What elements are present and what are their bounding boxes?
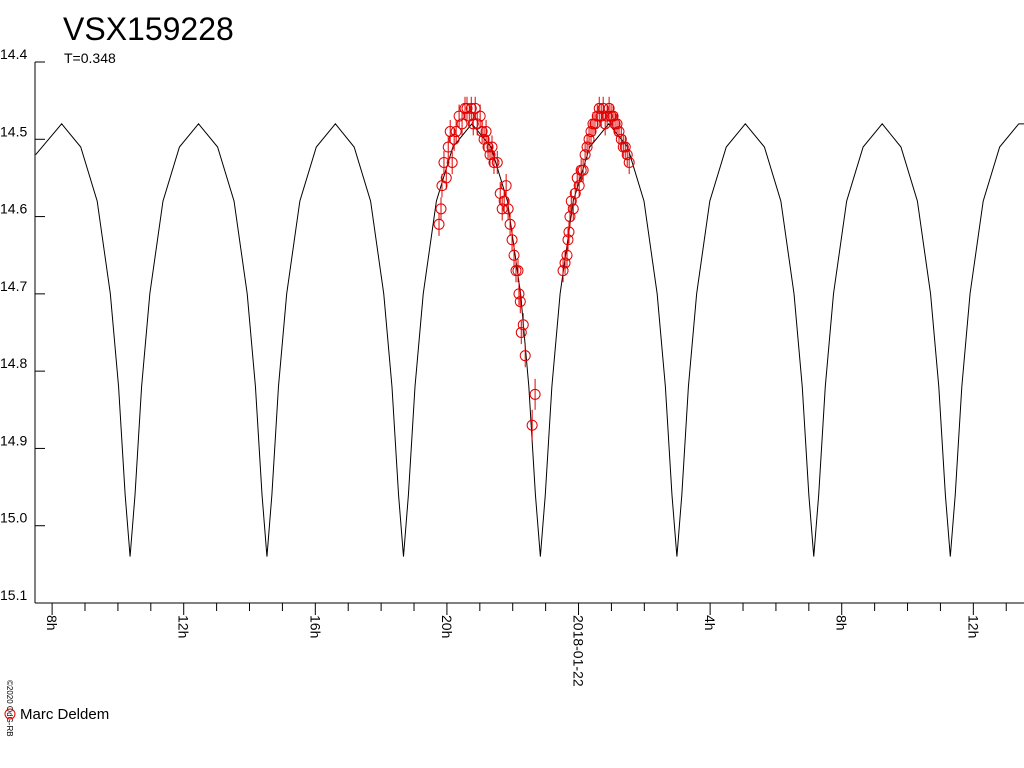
observation [448, 133, 460, 145]
observation [480, 126, 492, 138]
legend-marker [4, 708, 16, 720]
observation [476, 126, 488, 138]
observation [508, 249, 520, 261]
y-tick-label: 14.6 [0, 201, 27, 217]
observation [559, 257, 571, 269]
legend-label: Marc Deldem [20, 706, 109, 723]
observation [491, 156, 503, 168]
y-tick-label: 14.9 [0, 432, 27, 448]
observation [577, 164, 589, 176]
observation [517, 319, 529, 331]
observation [467, 118, 479, 130]
observation [623, 156, 635, 168]
observation [621, 149, 633, 161]
observation [613, 126, 625, 138]
observation [502, 203, 514, 215]
x-tick-label: 12h [176, 615, 192, 638]
y-tick-label: 14.5 [0, 123, 27, 139]
observation [567, 203, 579, 215]
observation [583, 133, 595, 145]
observation [515, 327, 527, 338]
observation [564, 211, 576, 223]
observation [526, 419, 538, 431]
observation [504, 218, 516, 230]
model-curve [35, 123, 1024, 557]
observation [482, 141, 494, 153]
x-tick-label: 8h [834, 615, 850, 631]
observation [461, 102, 473, 114]
observation [573, 180, 585, 192]
x-tick-label: 20h [439, 615, 455, 638]
observation [450, 126, 462, 138]
observation [563, 226, 575, 238]
x-tick-label: 4h [702, 615, 718, 631]
observation [446, 156, 458, 168]
observation [465, 102, 477, 114]
observation [579, 149, 591, 161]
x-tick-label: 12h [965, 615, 981, 638]
chart-subtitle: T=0.348 [64, 50, 116, 66]
y-tick-label: 14.4 [0, 46, 27, 62]
observation [529, 388, 541, 400]
x-tick-label: 8h [44, 615, 60, 631]
observation [486, 141, 498, 153]
chart-title: VSX159228 [63, 11, 234, 47]
observation [619, 141, 631, 153]
observation [513, 288, 525, 300]
observation [438, 156, 450, 168]
x-tick-label: 2018-01-22 [571, 615, 587, 687]
observation [496, 203, 508, 215]
observation [611, 118, 623, 130]
y-tick-label: 14.8 [0, 355, 27, 371]
observation [562, 234, 574, 246]
observation [601, 110, 613, 122]
observation [561, 249, 573, 261]
observation [500, 180, 512, 192]
credit: ©2020 OdG-RB [5, 680, 14, 737]
observation [488, 156, 500, 168]
observation [456, 118, 468, 130]
observation [557, 265, 569, 277]
observation [440, 172, 452, 184]
observation [433, 218, 445, 230]
observation [435, 203, 447, 215]
observation [519, 350, 531, 362]
observation [474, 110, 486, 122]
observation [442, 141, 454, 153]
x-tick-label: 16h [307, 615, 323, 638]
observation [506, 234, 518, 246]
observation [581, 141, 593, 153]
observation [514, 296, 526, 308]
observation [512, 265, 524, 277]
y-tick-label: 15.0 [0, 510, 27, 526]
y-tick-label: 14.7 [0, 278, 27, 294]
y-tick-label: 15.1 [0, 587, 27, 603]
